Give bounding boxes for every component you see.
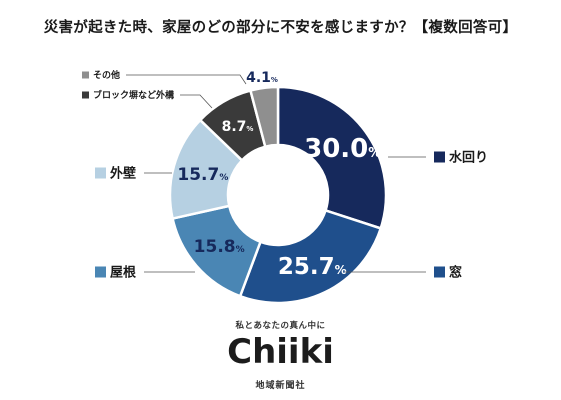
- value-label-water-area: 30.0%: [304, 134, 381, 164]
- brand-logo: Chiiki: [0, 332, 561, 372]
- slice-water-area: [276, 85, 388, 230]
- legend-label-roof: 屋根: [110, 265, 137, 281]
- legend-marker-other: [82, 71, 89, 79]
- chart-title: 災害が起きた時、家屋のどの部分に不安を感じますか？【複数回答可】: [43, 20, 518, 36]
- legend-label-water-area: 水回り: [449, 150, 488, 166]
- leader-line-block-wall: [180, 94, 213, 109]
- value-label-window: 25.7%: [278, 254, 347, 280]
- leader-line-other: [126, 74, 247, 85]
- legend-marker-block-wall: [82, 91, 89, 99]
- brand-tagline: 私とあなたの真ん中に: [235, 321, 326, 331]
- company-name: 地域新聞社: [255, 381, 306, 391]
- legend-marker-window: [434, 266, 445, 278]
- legend-marker-water-area: [434, 151, 445, 163]
- legend-label-exterior-wall: 外壁: [109, 166, 136, 182]
- legend-label-window: 窓: [449, 265, 462, 281]
- legend-label-other: その他: [93, 69, 120, 81]
- value-label-exterior-wall: 15.7%: [177, 165, 228, 185]
- value-label-block-wall: 8.7%: [222, 119, 254, 135]
- legend-marker-exterior-wall: [95, 167, 106, 179]
- brand-logo-text: Chiiki: [227, 332, 334, 372]
- legend-marker-roof: [95, 266, 106, 278]
- value-label-roof: 15.8%: [194, 237, 245, 257]
- value-label-other: 4.1%: [246, 70, 278, 86]
- slice-window: [238, 208, 383, 305]
- legend-label-block-wall: ブロック塀など外構: [93, 89, 174, 101]
- slice-other: [248, 85, 280, 149]
